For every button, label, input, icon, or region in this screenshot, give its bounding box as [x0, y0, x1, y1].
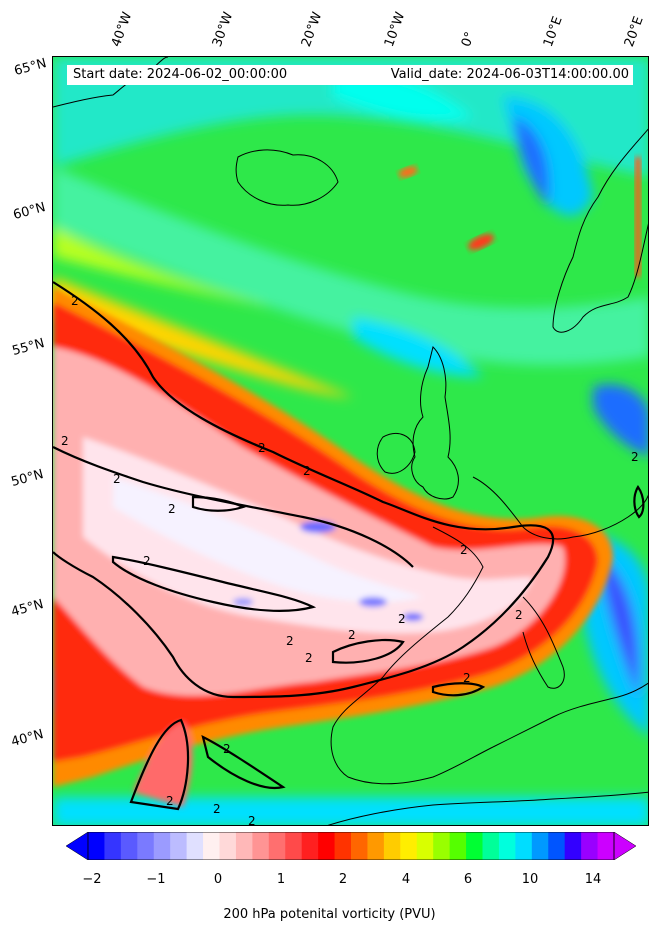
- colorbar-cell: [515, 832, 533, 860]
- colorbar-cell: [531, 832, 549, 860]
- colorbar-tick: 10: [521, 872, 539, 887]
- contour-label: 2: [631, 450, 639, 464]
- contour-label: 2: [71, 294, 79, 308]
- lon-label-10w: 10°W: [381, 10, 409, 49]
- colorbar-extend-low: [65, 831, 89, 861]
- colorbar-tick: 14: [584, 872, 602, 887]
- lat-label-55n: 55°N: [10, 336, 47, 359]
- lon-label-10e: 10°E: [540, 14, 566, 50]
- colorbar-cell: [186, 832, 204, 860]
- colorbar-tick: 0: [213, 872, 223, 887]
- colorbar-tick: −1: [146, 872, 166, 887]
- colorbar-cell: [334, 832, 352, 860]
- lon-label-40w: 40°W: [108, 10, 136, 49]
- colorbar-cell: [252, 832, 270, 860]
- contour-label: 2: [223, 742, 231, 756]
- lon-label-30w: 30°W: [209, 10, 237, 49]
- contour-label: 2: [305, 651, 313, 665]
- start-date: Start date: 2024-06-02_00:00:00: [73, 67, 288, 82]
- colorbar-cell: [285, 832, 303, 860]
- colorbar-cell: [301, 832, 319, 860]
- colorbar-cell: [482, 832, 500, 860]
- lat-label-65n: 65°N: [12, 56, 49, 79]
- colorbar-tick: 1: [276, 872, 286, 887]
- colorbar-cell: [597, 832, 615, 860]
- colorbar-cell: [120, 832, 138, 860]
- contour-label: 2: [248, 814, 256, 826]
- contour-label: 2: [61, 434, 69, 448]
- contour-label: 2: [348, 628, 356, 642]
- pv-2-contours: [53, 281, 645, 811]
- colorbar-cell: [466, 832, 484, 860]
- coastlines: [53, 57, 648, 825]
- colorbar-cell: [449, 832, 467, 860]
- colorbar-cell: [318, 832, 336, 860]
- contour-label: 2: [113, 472, 121, 486]
- colorbar-tick: −2: [82, 872, 102, 887]
- colorbar-extend-high: [613, 831, 637, 861]
- lon-label-20e: 20°E: [621, 14, 647, 50]
- colorbar-cell: [498, 832, 516, 860]
- colorbar-tick: 2: [338, 872, 348, 887]
- lat-label-50n: 50°N: [9, 467, 46, 490]
- lat-label-60n: 60°N: [11, 200, 48, 223]
- lat-label-40n: 40°N: [9, 727, 46, 750]
- lon-label-0: 0°: [458, 29, 479, 49]
- colorbar-cell: [383, 832, 401, 860]
- colorbar-cell: [170, 832, 188, 860]
- valid-date: Valid_date: 2024-06-03T14:00:00.00: [390, 67, 629, 82]
- date-header: Start date: 2024-06-02_00:00:00 Valid_da…: [67, 65, 633, 85]
- colorbar-tick: 6: [463, 872, 473, 887]
- colorbar-cell: [235, 832, 253, 860]
- contour-label: 2: [286, 634, 294, 648]
- colorbar-cell: [416, 832, 434, 860]
- contour-label: 2: [460, 543, 468, 557]
- contour-label: 2: [213, 802, 221, 816]
- contour-label: 2: [143, 554, 151, 568]
- contour-label: 2: [515, 608, 523, 622]
- contour-label: 2: [166, 794, 174, 808]
- colorbar-cell: [137, 832, 155, 860]
- colorbar-tick: 4: [401, 872, 411, 887]
- lat-label-45n: 45°N: [9, 597, 46, 620]
- colorbar-cell: [153, 832, 171, 860]
- contour-label: 2: [398, 612, 406, 626]
- colorbar-cell: [351, 832, 369, 860]
- colorbar-cell: [203, 832, 221, 860]
- colorbar-title: 200 hPa potenital vorticity (PVU): [223, 907, 436, 922]
- colorbar-cell: [564, 832, 582, 860]
- colorbar-cell: [88, 832, 106, 860]
- contour-label: 2: [303, 464, 311, 478]
- colorbar-cell: [268, 832, 286, 860]
- colorbar-cell: [433, 832, 451, 860]
- colorbar-cell: [104, 832, 122, 860]
- contour-label: 2: [258, 441, 266, 455]
- pv-map: 2 2 2 2 2 2 2 2 2 2 2 2 2 2 2 2 2 2 2: [52, 56, 649, 826]
- colorbar-cell: [367, 832, 385, 860]
- lon-label-20w: 20°W: [298, 10, 326, 49]
- colorbar-cell: [400, 832, 418, 860]
- colorbar-cell: [581, 832, 599, 860]
- contour-label: 2: [463, 671, 471, 685]
- colorbar: [65, 831, 637, 861]
- colorbar-cell: [219, 832, 237, 860]
- colorbar-cell: [548, 832, 566, 860]
- contour-label: 2: [168, 502, 176, 516]
